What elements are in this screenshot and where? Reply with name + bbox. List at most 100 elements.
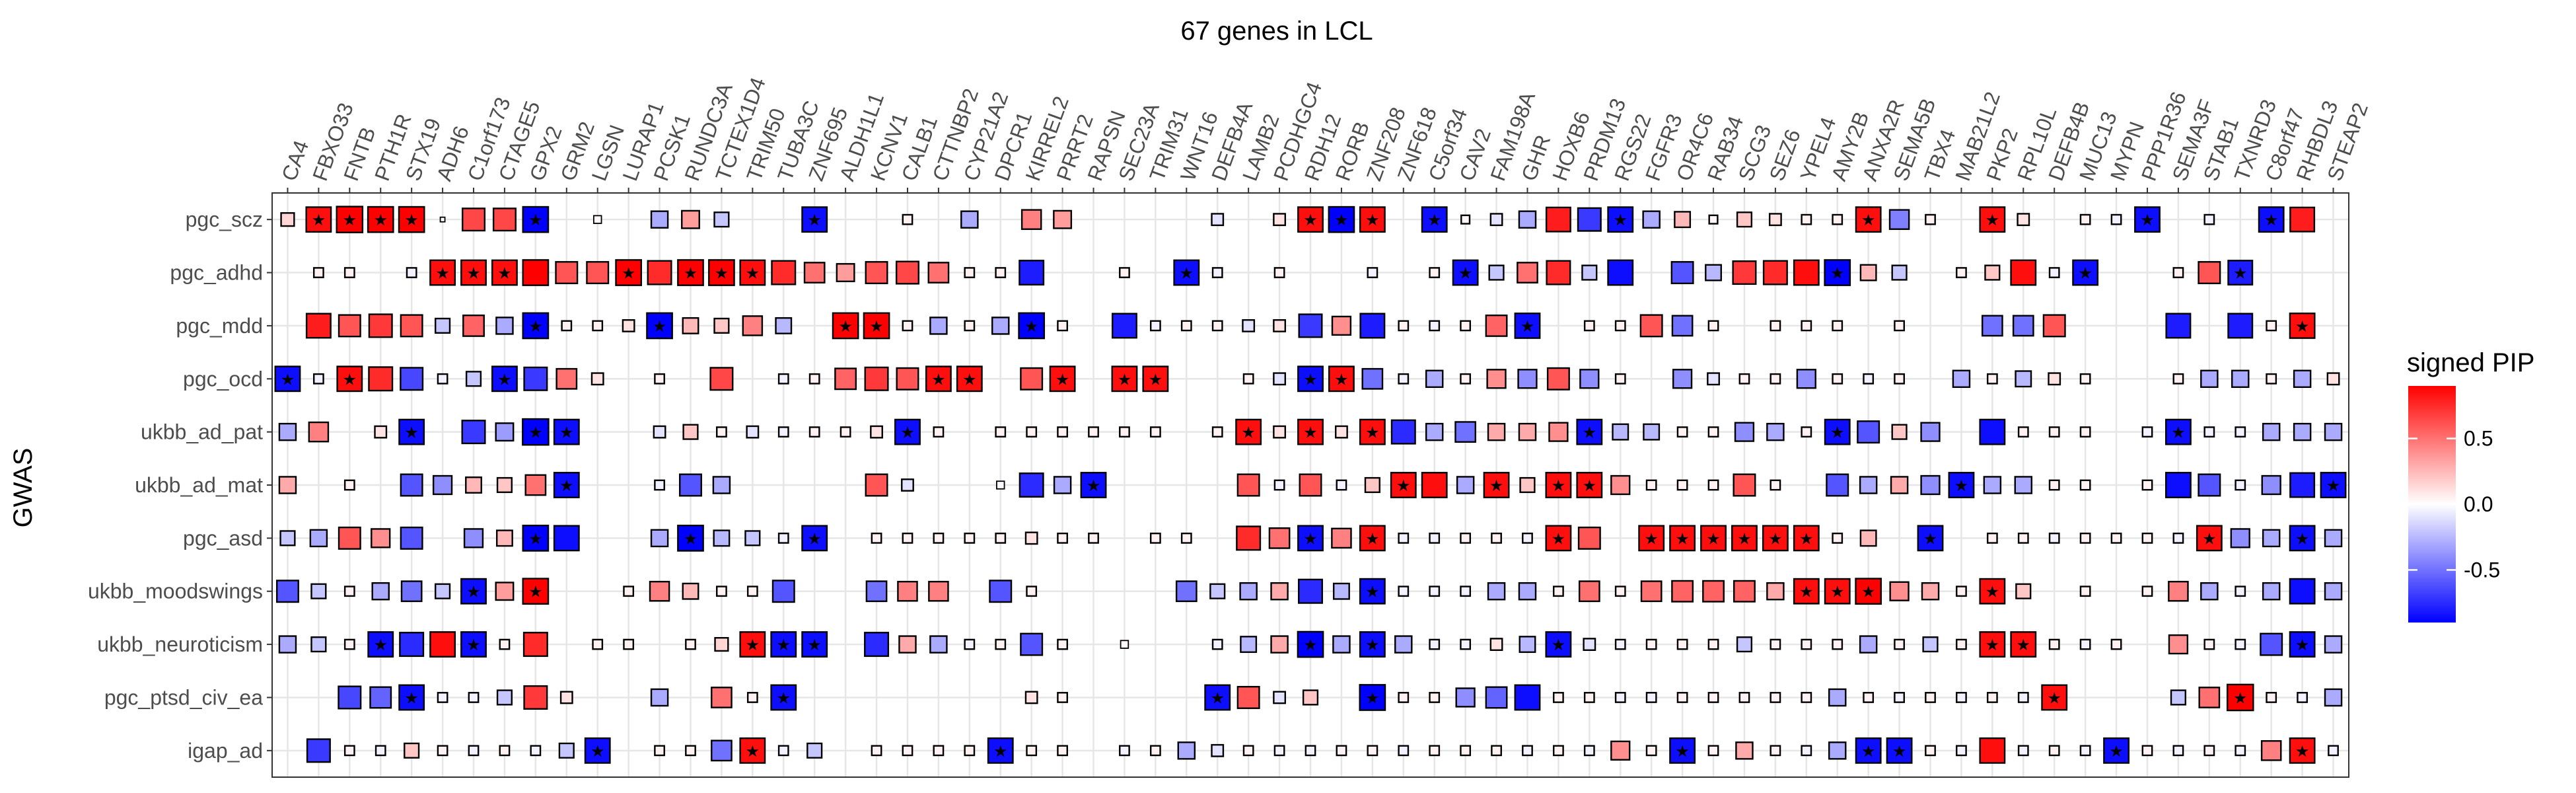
heatmap-cell-ukbb_neuroticism-C5orf34: [1429, 638, 1441, 650]
heatmap-cell-ukbb_ad_pat-RAPSN: [1088, 426, 1099, 438]
heatmap-cell-ukbb_ad_pat-TUBA3C: [777, 426, 789, 438]
heatmap-cell-pgc_adhd-C5orf34: [1429, 267, 1441, 278]
heatmap-cell-pgc_ptsd_civ_ea-GRM2: [559, 691, 573, 704]
significance-star: ★: [2017, 636, 2031, 654]
heatmap-cell-ukbb_moodswings-DEFB4A: [1209, 583, 1226, 599]
heatmap-cell-pgc_ocd-CALB1: [896, 367, 919, 391]
heatmap-cell-ukbb_ad_mat-CTAGE5: [496, 476, 513, 494]
heatmap-cell-igap_ad-CYP21A2: [964, 745, 976, 757]
heatmap-cell-ukbb_neuroticism-RGS22: [1614, 638, 1626, 650]
heatmap-cell-pgc_scz-CTAGE5: [492, 208, 517, 232]
heatmap-cell-ukbb_ad_pat-STAB1: [2203, 426, 2215, 438]
heatmap-cell-ukbb_neuroticism-RDH12: [1297, 630, 1324, 658]
heatmap-cell-ukbb_neuroticism-TBX4: [1922, 636, 1939, 653]
heatmap-cell-pgc_asd-RDH12: [1297, 525, 1324, 552]
significance-star: ★: [1303, 211, 1318, 229]
heatmap-cell-pgc_adhd-KCNV1: [865, 261, 888, 285]
heatmap-cell-pgc_adhd-MAB21L2: [1956, 267, 1967, 278]
heatmap-cell-pgc_ocd-YPEL4: [1796, 369, 1816, 389]
heatmap-cell-ukbb_ad_mat-SCG3: [1733, 473, 1756, 497]
significance-star: ★: [838, 318, 853, 336]
heatmap-cell-pgc_adhd-RUNDC3A: [677, 259, 704, 286]
heatmap-cell-ukbb_ad_pat-KCNV1: [870, 425, 883, 439]
heatmap-cell-igap_ad-PRRT2: [1057, 745, 1068, 757]
heatmap-cell-pgc_scz-FAM198A: [1489, 213, 1503, 227]
heatmap-cell-igap_ad-CAV2: [1460, 745, 1472, 757]
heatmap-cell-ukbb_neuroticism-KCNV1: [864, 632, 890, 658]
heatmap-cell-igap_ad-ADH6: [437, 745, 448, 757]
heatmap-cell-pgc_mdd-RPL10L: [2012, 315, 2034, 337]
heatmap-cell-pgc_mdd-ALDH1L1: [832, 312, 859, 340]
heatmap-cell-pgc_ptsd_civ_ea-RAB34: [1707, 692, 1719, 703]
significance-star: ★: [622, 265, 636, 283]
heatmap-cell-pgc_scz-PCDHGC4: [1273, 213, 1286, 227]
heatmap-cell-pgc_asd-CAV2: [1460, 532, 1472, 544]
heatmap-cell-ukbb_ad_mat-MUC13: [2079, 479, 2091, 491]
heatmap-cell-pgc_asd-RORB: [1331, 527, 1352, 549]
significance-star: ★: [869, 318, 884, 336]
y-axis-ticks: pgc_scz pgc_adhd pgc_mdd pgc_ocd ukbb_ad_pat…: [88, 208, 272, 763]
heatmap-cell-pgc_adhd-PRDM13: [1581, 264, 1598, 281]
heatmap-cell-pgc_asd-CA4: [279, 530, 296, 547]
heatmap-cell-pgc_ptsd_civ_ea-KIRREL2: [1024, 691, 1038, 704]
heatmap-cell-pgc_mdd-RGS22: [1614, 320, 1626, 332]
heatmap-cell-ukbb_neuroticism-TRIM50: [739, 631, 766, 658]
heatmap-cell-pgc_ptsd_civ_ea-ANXA2R: [1863, 692, 1875, 703]
heatmap-cell-ukbb_ad_mat-OR4C6: [1676, 479, 1688, 491]
heatmap-cell-pgc_mdd-SEC23A: [1111, 313, 1137, 339]
heatmap-cell-ukbb_neuroticism-LAMB2: [1240, 636, 1258, 654]
heatmap-cell-ukbb_neuroticism-KIRREL2: [1020, 632, 1044, 656]
heatmap-cell-ukbb_ad_pat-C5orf34: [1425, 422, 1444, 441]
heatmap-cell-pgc_scz-YPEL4: [1801, 213, 1812, 225]
y-tick-label: pgc_mdd: [176, 314, 263, 338]
heatmap-cell-igap_ad-AMY2B: [1828, 741, 1847, 760]
significance-star: ★: [1954, 477, 1969, 495]
heatmap-cell-ukbb_neuroticism-CYP21A2: [964, 638, 976, 650]
heatmap-cell-ukbb_ad_mat-STAB1: [2198, 473, 2221, 497]
heatmap-cell-igap_ad-RUNDC3A: [685, 745, 696, 757]
heatmap-cell-pgc_ocd-ADH6: [437, 373, 448, 385]
heatmap-cell-pgc_asd-RUNDC3A: [677, 525, 704, 552]
y-tick-label: pgc_ocd: [183, 367, 263, 391]
heatmap-cell-pgc_mdd-TRIM50: [742, 315, 764, 336]
heatmap-cell-ukbb_neuroticism-CTAGE5: [499, 638, 511, 650]
heatmap-cell-ukbb_ad_pat-DEFB4A: [1211, 426, 1223, 438]
heatmap-cell-ukbb_moodswings-KIRREL2: [1026, 585, 1038, 597]
heatmap-cell-pgc_mdd-C8orf47: [2266, 320, 2277, 332]
significance-star: ★: [1365, 689, 1380, 707]
heatmap-cell-pgc_ocd-CTTNBP2: [925, 365, 952, 393]
heatmap-cell-ukbb_ad_mat-CAV2: [1456, 476, 1475, 494]
heatmap-cell-pgc_mdd-PCDHGC4: [1273, 319, 1286, 332]
significance-star: ★: [528, 318, 543, 336]
heatmap-cell-pgc_adhd-CAV2: [1452, 259, 1479, 286]
heatmap-cell-pgc_ocd-RORB: [1328, 365, 1355, 393]
heatmap-cell-ukbb_moodswings-SEZ6: [1766, 582, 1785, 601]
heatmap-cell-pgc_asd-PRDM13: [1577, 526, 1601, 550]
heatmap-cell-pgc_scz-TCTEX1D4: [713, 211, 730, 228]
heatmap-cell-ukbb_moodswings-RHBDL3: [2289, 578, 2316, 605]
heatmap-cell-igap_ad-YPEL4: [1801, 745, 1812, 757]
legend-ticks: 0.5 0.0 -0.5: [2408, 427, 2500, 582]
heatmap-cell-igap_ad-PCDHGC4: [1273, 745, 1285, 757]
significance-star: ★: [1303, 530, 1318, 548]
significance-star: ★: [404, 211, 419, 229]
heatmap-cell-pgc_asd-RHBDL3: [2289, 525, 2316, 552]
heatmap-cell-ukbb_ad_mat-SEZ6: [1770, 479, 1781, 491]
heatmap-cell-ukbb_moodswings-CA4: [275, 580, 299, 603]
heatmap-cell-ukbb_moodswings-KCNV1: [865, 580, 888, 603]
heatmap-cell-pgc_asd-PTH1R: [371, 528, 391, 548]
heatmap-cell-pgc_asd-FGFR3: [1638, 525, 1665, 552]
heatmap-cell-igap_ad-WNT16: [1177, 741, 1196, 760]
significance-star: ★: [2326, 477, 2341, 495]
significance-star: ★: [1334, 371, 1349, 389]
heatmap-cell-ukbb_neuroticism-CTTNBP2: [929, 635, 948, 654]
heatmap-cell-pgc_adhd-ADH6: [429, 259, 456, 286]
significance-star: ★: [2109, 743, 2124, 761]
heatmap-cell-pgc_asd-TRIM31: [1149, 532, 1161, 544]
heatmap-cell-pgc_ptsd_civ_ea-AMY2B: [1828, 688, 1847, 707]
heatmap-cell-ukbb_neuroticism-RPL10L: [2010, 631, 2037, 658]
heatmap-cell-pgc_ptsd_civ_ea-FAM198A: [1485, 686, 1508, 709]
heatmap-cell-pgc_ocd-PRRT2: [1049, 365, 1076, 393]
significance-star: ★: [2202, 530, 2217, 548]
heatmap-cell-ukbb_ad_mat-KCNV1: [865, 473, 888, 497]
